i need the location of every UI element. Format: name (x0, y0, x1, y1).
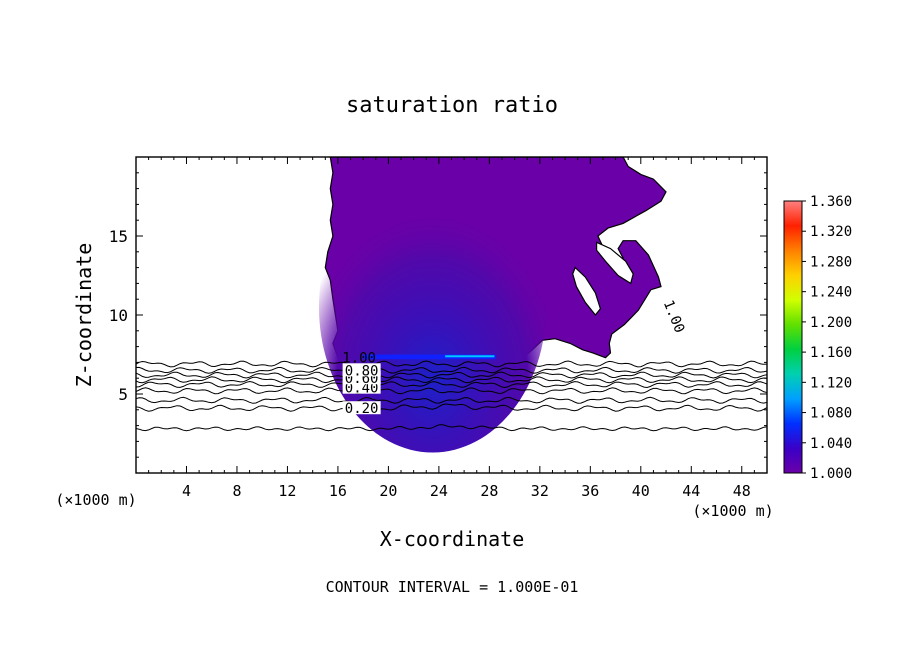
x-tick-label: 40 (632, 482, 650, 500)
y-axis-ticks: 5 10 15 (109, 172, 767, 458)
contour-interval-footer: CONTOUR INTERVAL = 1.000E-01 (326, 578, 579, 596)
x-tick-label: 8 (232, 482, 241, 500)
contour-line (136, 424, 767, 432)
colorbar-label: 1.280 (810, 254, 852, 270)
x-tick-label: 20 (379, 482, 397, 500)
contour-line (136, 366, 767, 374)
x-tick-label: 4 (182, 482, 191, 500)
x-tick-label: 24 (430, 482, 448, 500)
contour-labels: 0.200.400.600.801.001.00 (342, 298, 687, 417)
supersaturation-core-peak (445, 355, 495, 358)
colorbar-label: 1.080 (810, 406, 852, 422)
contour-label: 0.80 (345, 363, 379, 379)
x-tick-label: 12 (278, 482, 296, 500)
contour-label-bg (342, 363, 381, 377)
contour-line (136, 376, 767, 384)
contour-line (136, 360, 767, 368)
colorbar (783, 200, 803, 474)
colorbar-label: 1.360 (810, 194, 852, 210)
colorbar-label: 1.320 (810, 224, 852, 240)
contour-line (136, 387, 767, 395)
contour-lines (136, 360, 767, 432)
chart-title: saturation ratio (346, 93, 558, 118)
y-tick-label: 15 (109, 227, 128, 246)
colorbar-label: 1.160 (810, 345, 852, 361)
x-tick-label: 48 (733, 482, 751, 500)
y-tick-label: 10 (109, 306, 128, 325)
x-tick-label: 36 (581, 482, 599, 500)
x-unit-label-right: (×1000 m) (692, 502, 773, 520)
contour-label: 1.00 (342, 351, 376, 367)
colorbar-label: 1.200 (810, 315, 852, 331)
x-axis-ticks: 4 8 12 16 20 24 28 32 36 40 44 48 (148, 157, 755, 500)
colorbar-label: 1.000 (810, 466, 852, 482)
supersaturation-core-band (363, 354, 496, 360)
colorbar-label: 1.040 (810, 436, 852, 452)
contour-line (136, 371, 767, 379)
contour-label: 1.00 (660, 298, 687, 335)
x-unit-label-left: (×1000 m) (55, 491, 136, 509)
x-tick-label: 28 (480, 482, 498, 500)
contour-line (136, 403, 767, 412)
x-tick-label: 32 (531, 482, 549, 500)
colorbar-labels: 1.360 1.320 1.280 1.240 1.200 1.160 1.120 1.080… (802, 194, 852, 482)
contour-label-bg (342, 401, 381, 415)
contour-line (136, 396, 767, 404)
colorbar-label: 1.120 (810, 375, 852, 391)
subsaturated-hole-2 (596, 241, 634, 285)
x-tick-label: 16 (329, 482, 347, 500)
x-tick-label: 44 (682, 482, 700, 500)
x-axis-label: X-coordinate (380, 527, 525, 551)
contour-label: 0.40 (345, 381, 379, 397)
contour-label: 0.20 (345, 401, 379, 417)
contour-line (136, 380, 767, 389)
colorbar-label: 1.240 (810, 285, 852, 301)
subsaturated-hole-1 (572, 266, 602, 316)
y-tick-label: 5 (118, 385, 128, 404)
y-axis-label: Z-coordinate (72, 243, 96, 388)
